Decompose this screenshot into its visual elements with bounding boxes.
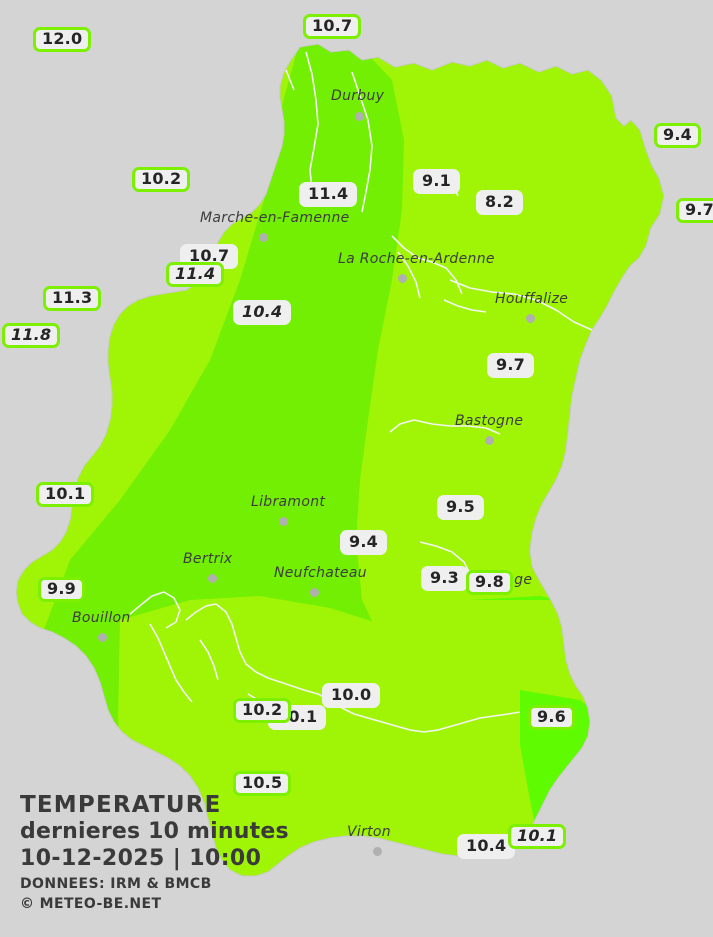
temperature-value-chip: 11.4 <box>299 182 358 207</box>
city-label: Marche-en-Famenne <box>200 210 350 226</box>
temperature-value-chip: 10.2 <box>233 698 292 723</box>
temperature-value-chip: 8.2 <box>476 190 523 215</box>
city-label: Virton <box>347 824 391 840</box>
province-outline <box>15 43 665 877</box>
temperature-value-chip: 9.7 <box>487 353 534 378</box>
city-label: Bouillon <box>72 610 131 626</box>
temperature-value-chip: 9.1 <box>413 169 460 194</box>
temperature-value-chip: 9.4 <box>654 123 701 148</box>
city-label: Libramont <box>251 494 326 510</box>
temperature-value-chip: 11.8 <box>2 323 61 348</box>
city-label: Neufchateau <box>274 565 367 581</box>
city-dot <box>485 436 494 445</box>
city-dot <box>526 314 535 323</box>
caption-source: DONNEES: IRM & BMCB <box>20 876 212 893</box>
city-label: Bertrix <box>183 551 233 567</box>
caption-block: TEMPERATURE dernieres 10 minutes 10-12-2… <box>20 792 289 915</box>
temperature-value-chip: 10.2 <box>132 167 191 192</box>
city-dot <box>373 847 382 856</box>
city-dot <box>398 274 407 283</box>
temperature-value-chip: 9.6 <box>528 705 575 730</box>
city-label: Houffalize <box>495 291 569 307</box>
temperature-value-chip: 10.1 <box>36 482 95 507</box>
city-label: La Roche-en-Ardenne <box>338 251 495 267</box>
temperature-value-chip: 9.5 <box>437 495 484 520</box>
temperature-value-chip: 11.3 <box>43 286 102 311</box>
temperature-value-chip: 9.8 <box>466 570 513 595</box>
temperature-value-chip: 9.4 <box>340 530 387 555</box>
city-dot <box>259 233 268 242</box>
city-dot <box>355 112 364 121</box>
temperature-value-chip: 10.7 <box>303 14 362 39</box>
caption-subtitle: dernieres 10 minutes <box>20 818 289 844</box>
caption-title: TEMPERATURE <box>20 791 222 818</box>
temperature-value-chip: 9.3 <box>421 566 468 591</box>
temperature-value-chip: 11.4 <box>166 262 225 287</box>
city-dot <box>279 517 288 526</box>
temperature-value-chip: 9.7 <box>676 198 713 223</box>
temperature-value-chip: 9.9 <box>38 577 85 602</box>
temperature-value-chip: 10.0 <box>322 683 381 708</box>
temperature-value-chip: 12.0 <box>33 27 92 52</box>
city-label: Durbuy <box>331 88 385 104</box>
temperature-value-chip: 10.5 <box>233 771 292 796</box>
caption-copyright: © METEO-BE.NET <box>20 896 162 913</box>
temperature-value-chip: 10.1 <box>508 824 567 849</box>
city-dot <box>98 633 107 642</box>
caption-datetime: 10-12-2025 | 10:00 <box>20 845 262 871</box>
city-dot <box>310 588 319 597</box>
city-label: Bastogne <box>455 413 524 429</box>
city-dot <box>208 574 217 583</box>
temperature-value-chip: 10.4 <box>233 300 292 325</box>
temperature-value-chip: 10.4 <box>457 834 516 859</box>
